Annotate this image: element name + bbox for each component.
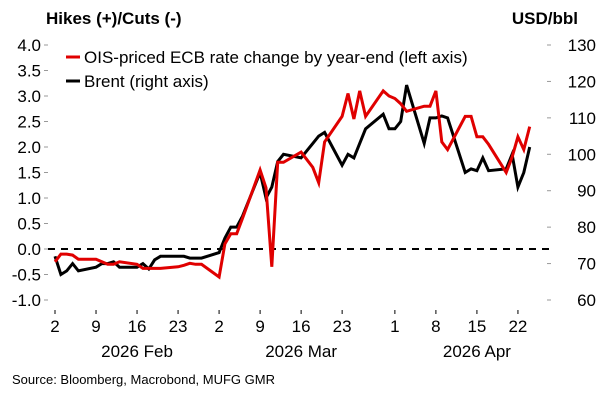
right-tick-label: 100 — [568, 145, 596, 164]
right-axis-title: USD/bbl — [512, 9, 578, 28]
left-tick-label: -1.0 — [12, 291, 41, 310]
x-tick-label: 8 — [431, 317, 440, 336]
left-axis: 4.0 3.5 3.0 2.5 2.0 1.5 1.0 0.5 0.0 -0.5 -1.0 — [12, 36, 48, 310]
right-tick-label: 110 — [569, 109, 596, 128]
x-tick-label: 23 — [333, 317, 352, 336]
left-tick-label: 0.0 — [17, 240, 41, 259]
x-tick-label: 2 — [50, 317, 59, 336]
left-tick-label: 3.5 — [17, 62, 41, 81]
right-tick-label: 60 — [577, 291, 596, 310]
x-tick-label: 23 — [169, 317, 188, 336]
right-tick-label: 80 — [577, 218, 596, 237]
legend-label-brent: Brent (right axis) — [84, 72, 209, 91]
left-tick-label: 1.0 — [17, 189, 41, 208]
left-tick-label: 4.0 — [17, 36, 41, 55]
left-tick-label: 2.5 — [17, 113, 41, 132]
legend: OIS-priced ECB rate change by year-end (… — [66, 48, 468, 91]
left-tick-label: 0.5 — [17, 215, 41, 234]
x-tick-label: 16 — [128, 317, 147, 336]
source-note: Source: Bloomberg, Macrobond, MUFG GMR — [12, 372, 275, 387]
x-month-label: 2026 Feb — [101, 342, 173, 361]
right-tick-label: 70 — [577, 255, 596, 274]
x-month-label: 2026 Mar — [265, 342, 337, 361]
x-tick-label: 22 — [508, 317, 527, 336]
legend-label-ois: OIS-priced ECB rate change by year-end (… — [84, 48, 468, 67]
x-tick-label: 9 — [255, 317, 264, 336]
series-lines — [53, 84, 532, 280]
left-tick-label: 3.0 — [17, 87, 41, 106]
x-tick-label: 9 — [91, 317, 100, 336]
right-tick-label: 90 — [577, 182, 596, 201]
right-tick-label: 130 — [568, 36, 596, 55]
left-tick-label: -0.5 — [12, 266, 41, 285]
right-tick-label: 120 — [568, 72, 596, 91]
x-tick-label: 16 — [292, 317, 311, 336]
x-axis: 2 9 16 23 2 9 16 23 1 8 15 22 2026 Feb 2026 Mar 2026 A… — [50, 310, 527, 361]
series-line-ois — [53, 88, 532, 280]
x-tick-label: 1 — [390, 317, 399, 336]
left-axis-title: Hikes (+)/Cuts (-) — [46, 9, 182, 28]
right-axis: 130 120 110 100 90 80 70 60 — [547, 36, 596, 310]
x-tick-label: 15 — [467, 317, 486, 336]
left-tick-label: 1.5 — [17, 164, 41, 183]
left-tick-label: 2.0 — [17, 138, 41, 157]
series-line-brent — [53, 84, 532, 277]
x-month-label: 2026 Apr — [443, 342, 511, 361]
x-tick-label: 2 — [214, 317, 223, 336]
